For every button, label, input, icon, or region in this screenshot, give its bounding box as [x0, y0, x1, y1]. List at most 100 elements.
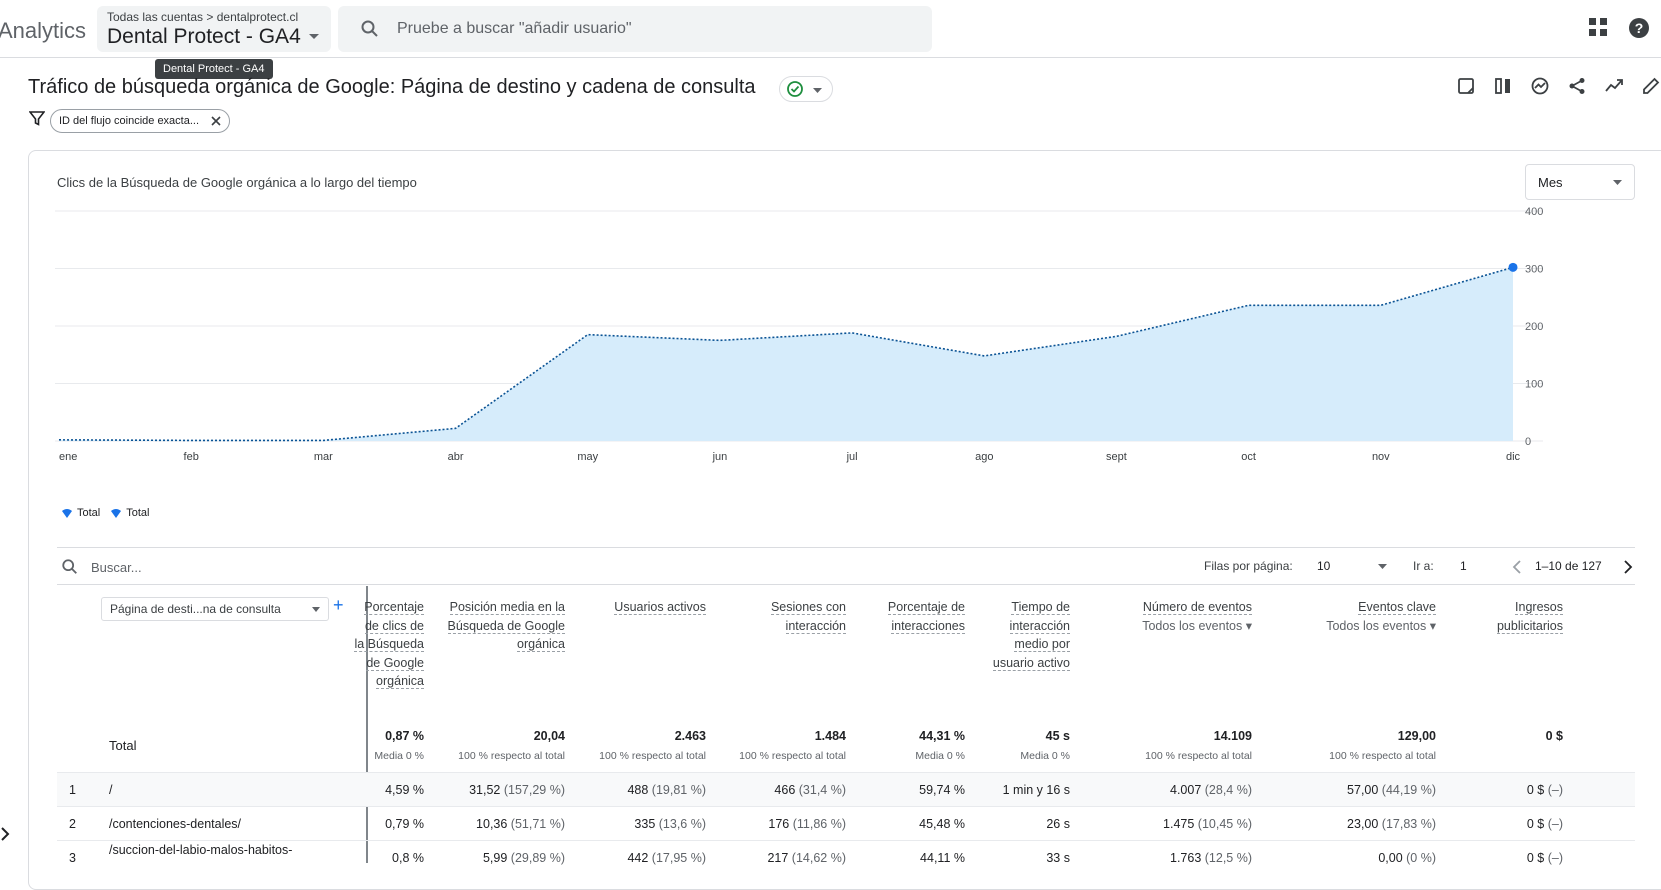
column-header[interactable]: Sesiones con interacción: [736, 598, 846, 635]
chart-title: Clics de la Búsqueda de Google orgánica …: [57, 175, 417, 190]
cell-value: 488: [627, 783, 648, 797]
cell-value: 0 $: [1527, 817, 1544, 831]
column-header[interactable]: Porcentaje de interacciones: [865, 598, 965, 635]
table-cell: 26 s: [910, 817, 1070, 831]
trend-icon[interactable]: [1604, 76, 1624, 96]
svg-text:?: ?: [1635, 20, 1644, 36]
chevron-right-icon[interactable]: [1623, 560, 1633, 574]
add-dimension-button[interactable]: +: [333, 595, 344, 616]
cell-value: 1 min y 16 s: [1003, 783, 1070, 797]
table-cell: 488 (19,81 %): [546, 783, 706, 797]
annotation-icon[interactable]: [1456, 76, 1476, 96]
column-header-label: Eventos clave: [1358, 600, 1436, 615]
x-tick-label: ago: [975, 451, 993, 463]
cell-percentage: (–): [1544, 783, 1563, 797]
cell-value: 10,36: [476, 817, 507, 831]
column-header[interactable]: Usuarios activos: [576, 598, 706, 617]
status-chip[interactable]: [779, 76, 833, 102]
goto-label: Ir a:: [1413, 559, 1434, 573]
x-tick-label: jun: [712, 451, 728, 463]
cell-value: 176: [768, 817, 789, 831]
event-filter-select[interactable]: Todos los eventos ▾: [1296, 618, 1436, 633]
column-header[interactable]: Porcentaje de clics de la Búsqueda de Go…: [354, 598, 424, 691]
cell-value: 0 $: [1527, 783, 1544, 797]
page-info: 1–10 de 127: [1535, 559, 1602, 573]
column-header[interactable]: Eventos clave: [1286, 598, 1436, 617]
row-number: 1: [69, 783, 76, 797]
caret-down-icon: [1613, 180, 1622, 185]
y-tick-label: 300: [1525, 264, 1543, 276]
column-header[interactable]: Número de eventos: [1102, 598, 1252, 617]
column-header-label: Número de eventos: [1143, 600, 1252, 615]
total-value: 0,87 %: [274, 729, 424, 743]
table-search-input[interactable]: Buscar...: [91, 560, 142, 575]
cell-value: 4.007: [1170, 783, 1201, 797]
share-icon[interactable]: [1567, 76, 1587, 96]
x-tick-label: nov: [1372, 451, 1390, 463]
total-subtext: Media 0 %: [274, 750, 424, 762]
y-tick-label: 100: [1525, 379, 1543, 391]
account-selector[interactable]: Todas las cuentas > dentalprotect.cl Den…: [97, 6, 331, 52]
table-row[interactable]: 2/contenciones-dentales/0,79 %10,36 (51,…: [57, 806, 1635, 840]
total-value: 45 s: [920, 729, 1070, 743]
series-area: [59, 267, 1513, 441]
cell-value: 466: [774, 783, 795, 797]
row-number: 2: [69, 817, 76, 831]
event-filter-select[interactable]: Todos los eventos ▾: [1112, 618, 1252, 633]
rows-per-page-select[interactable]: 10: [1317, 559, 1387, 573]
table-row[interactable]: 3/succion-del-labio-malos-habitos-0,8 %5…: [57, 840, 1635, 874]
column-header-label: Porcentaje de clics de la Búsqueda de Go…: [354, 600, 424, 689]
legend-marker-icon: [110, 507, 122, 519]
filter-chip[interactable]: ID del flujo coincide exacta...: [50, 109, 230, 133]
rows-per-page-label: Filas por página:: [1204, 559, 1293, 573]
column-header[interactable]: Tiempo de interacción medio por usuario …: [990, 598, 1070, 672]
column-header-label: Posición media en la Búsqueda de Google …: [448, 600, 565, 652]
x-tick-label: dic: [1506, 451, 1521, 463]
cell-percentage: (–): [1544, 817, 1563, 831]
property-name: Dental Protect - GA4: [107, 25, 319, 49]
total-value: 2.463: [556, 729, 706, 743]
chevron-left-icon[interactable]: [1512, 560, 1522, 574]
column-header[interactable]: Ingresos publicitarios: [1453, 598, 1563, 635]
edit-icon[interactable]: [1641, 76, 1661, 96]
column-header[interactable]: Posición media en la Búsqueda de Google …: [435, 598, 565, 654]
compare-icon[interactable]: [1493, 76, 1513, 96]
dimension-select[interactable]: Página de desti...na de consulta: [101, 597, 329, 621]
column-header-label: Tiempo de interacción medio por usuario …: [993, 600, 1070, 671]
column-header-label: Porcentaje de interacciones: [888, 600, 965, 634]
caret-down-icon: [312, 607, 320, 612]
row-landing-page[interactable]: /contenciones-dentales/: [109, 817, 241, 831]
cell-value: 23,00: [1347, 817, 1378, 831]
table-cell: 31,52 (157,29 %): [405, 783, 565, 797]
total-subtext: 100 % respecto al total: [1286, 750, 1436, 762]
check-circle-icon: [786, 80, 804, 98]
x-tick-label: sept: [1106, 451, 1127, 463]
cell-value: 57,00: [1347, 783, 1378, 797]
apps-grid-icon[interactable]: [1587, 16, 1609, 38]
help-icon[interactable]: ?: [1627, 16, 1651, 40]
search-placeholder: Pruebe a buscar "añadir usuario": [397, 20, 632, 38]
insights-icon[interactable]: [1530, 76, 1550, 96]
expand-sidebar-icon[interactable]: [0, 826, 10, 842]
report-actions: [1456, 76, 1661, 96]
goto-input[interactable]: 1: [1460, 559, 1467, 573]
total-value: 20,04: [415, 729, 565, 743]
legend-item[interactable]: Total: [110, 507, 149, 519]
table-cell: 0 $ (–): [1403, 783, 1563, 797]
cell-percentage: (28,4 %): [1201, 783, 1252, 797]
legend-item[interactable]: Total: [61, 507, 100, 519]
filter-chip-label: ID del flujo coincide exacta...: [59, 115, 199, 127]
x-tick-label: oct: [1241, 451, 1256, 463]
column-header-label: Sesiones con interacción: [771, 600, 846, 634]
x-tick-label: jul: [846, 451, 858, 463]
close-icon[interactable]: [210, 115, 222, 127]
total-subtext: 100 % respecto al total: [556, 750, 706, 762]
period-select[interactable]: Mes: [1525, 164, 1635, 200]
row-landing-page[interactable]: /: [109, 783, 112, 797]
global-search[interactable]: Pruebe a buscar "añadir usuario": [338, 6, 932, 52]
top-icons: ?: [1587, 16, 1651, 40]
y-tick-label: 400: [1525, 206, 1543, 218]
caret-down-icon: [1378, 564, 1387, 569]
table-row[interactable]: 1/4,59 %31,52 (157,29 %)488 (19,81 %)466…: [57, 772, 1635, 806]
cell-value: 26 s: [1046, 817, 1070, 831]
